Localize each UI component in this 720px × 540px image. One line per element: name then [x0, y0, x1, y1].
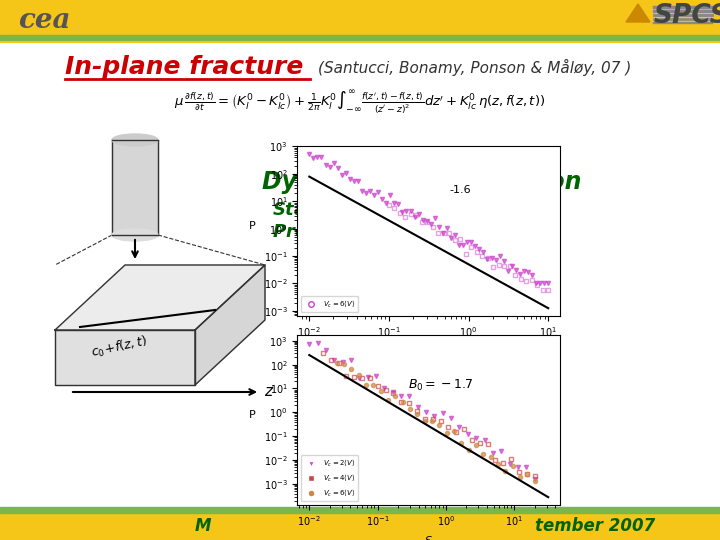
Text: SPCSI: SPCSI: [654, 3, 720, 29]
Text: transition: transition: [452, 170, 582, 194]
Bar: [0, 507, 720, 513]
Text: Dynamic phase: Dynamic phase: [262, 170, 464, 194]
Legend: $V_c=6\langle V\rangle$: $V_c=6\langle V\rangle$: [301, 296, 358, 313]
X-axis label: $S$: $S$: [424, 345, 433, 357]
Text: M: M: [195, 517, 212, 535]
Text: z: z: [264, 384, 272, 400]
Bar: [0, 512, 720, 540]
Text: cea: cea: [18, 6, 71, 33]
Polygon shape: [55, 265, 265, 330]
Text: $\mu\,\frac{\partial f(z,t)}{\partial t} = \left(K_l^0 - K_{lc}^0\right)+ \frac{: $\mu\,\frac{\partial f(z,t)}{\partial t}…: [174, 89, 546, 117]
Text: $c_0\!+\!f(z,t)$: $c_0\!+\!f(z,t)$: [90, 333, 149, 361]
Text: tember 2007: tember 2007: [535, 517, 655, 535]
Text: $B_0=-1.7$: $B_0=-1.7$: [408, 378, 473, 393]
X-axis label: $S$: $S$: [424, 534, 433, 540]
Text: Propagating crack $K_I>K_{Ic}$: Propagating crack $K_I>K_{Ic}$: [272, 221, 526, 243]
Text: (Santucci, Bonamy, Ponson & Måløy, 07 ): (Santucci, Bonamy, Ponson & Måløy, 07 ): [318, 58, 631, 76]
Text: 4-  Conclusion…: 4- Conclusion…: [80, 5, 353, 35]
Ellipse shape: [112, 229, 158, 241]
Text: Stable crack $K_I<K_{Ic}$: Stable crack $K_I<K_{Ic}$: [272, 199, 467, 220]
Text: -1.6: -1.6: [450, 185, 472, 195]
Polygon shape: [112, 140, 158, 235]
Polygon shape: [626, 4, 650, 22]
Bar: [0, 35, 720, 41]
Text: -1.6: -1.6: [447, 162, 469, 172]
Text: In-plane fracture: In-plane fracture: [65, 55, 303, 79]
Polygon shape: [55, 330, 195, 385]
Ellipse shape: [112, 134, 158, 146]
Polygon shape: [195, 265, 265, 385]
Legend: $V_c=2\langle V\rangle$, $V_c=4\langle V\rangle$, $V_c=6\langle V\rangle$: $V_c=2\langle V\rangle$, $V_c=4\langle V…: [301, 455, 358, 502]
Bar: [0, 0, 720, 35]
Y-axis label: P: P: [249, 410, 256, 420]
Y-axis label: P: P: [249, 221, 256, 231]
